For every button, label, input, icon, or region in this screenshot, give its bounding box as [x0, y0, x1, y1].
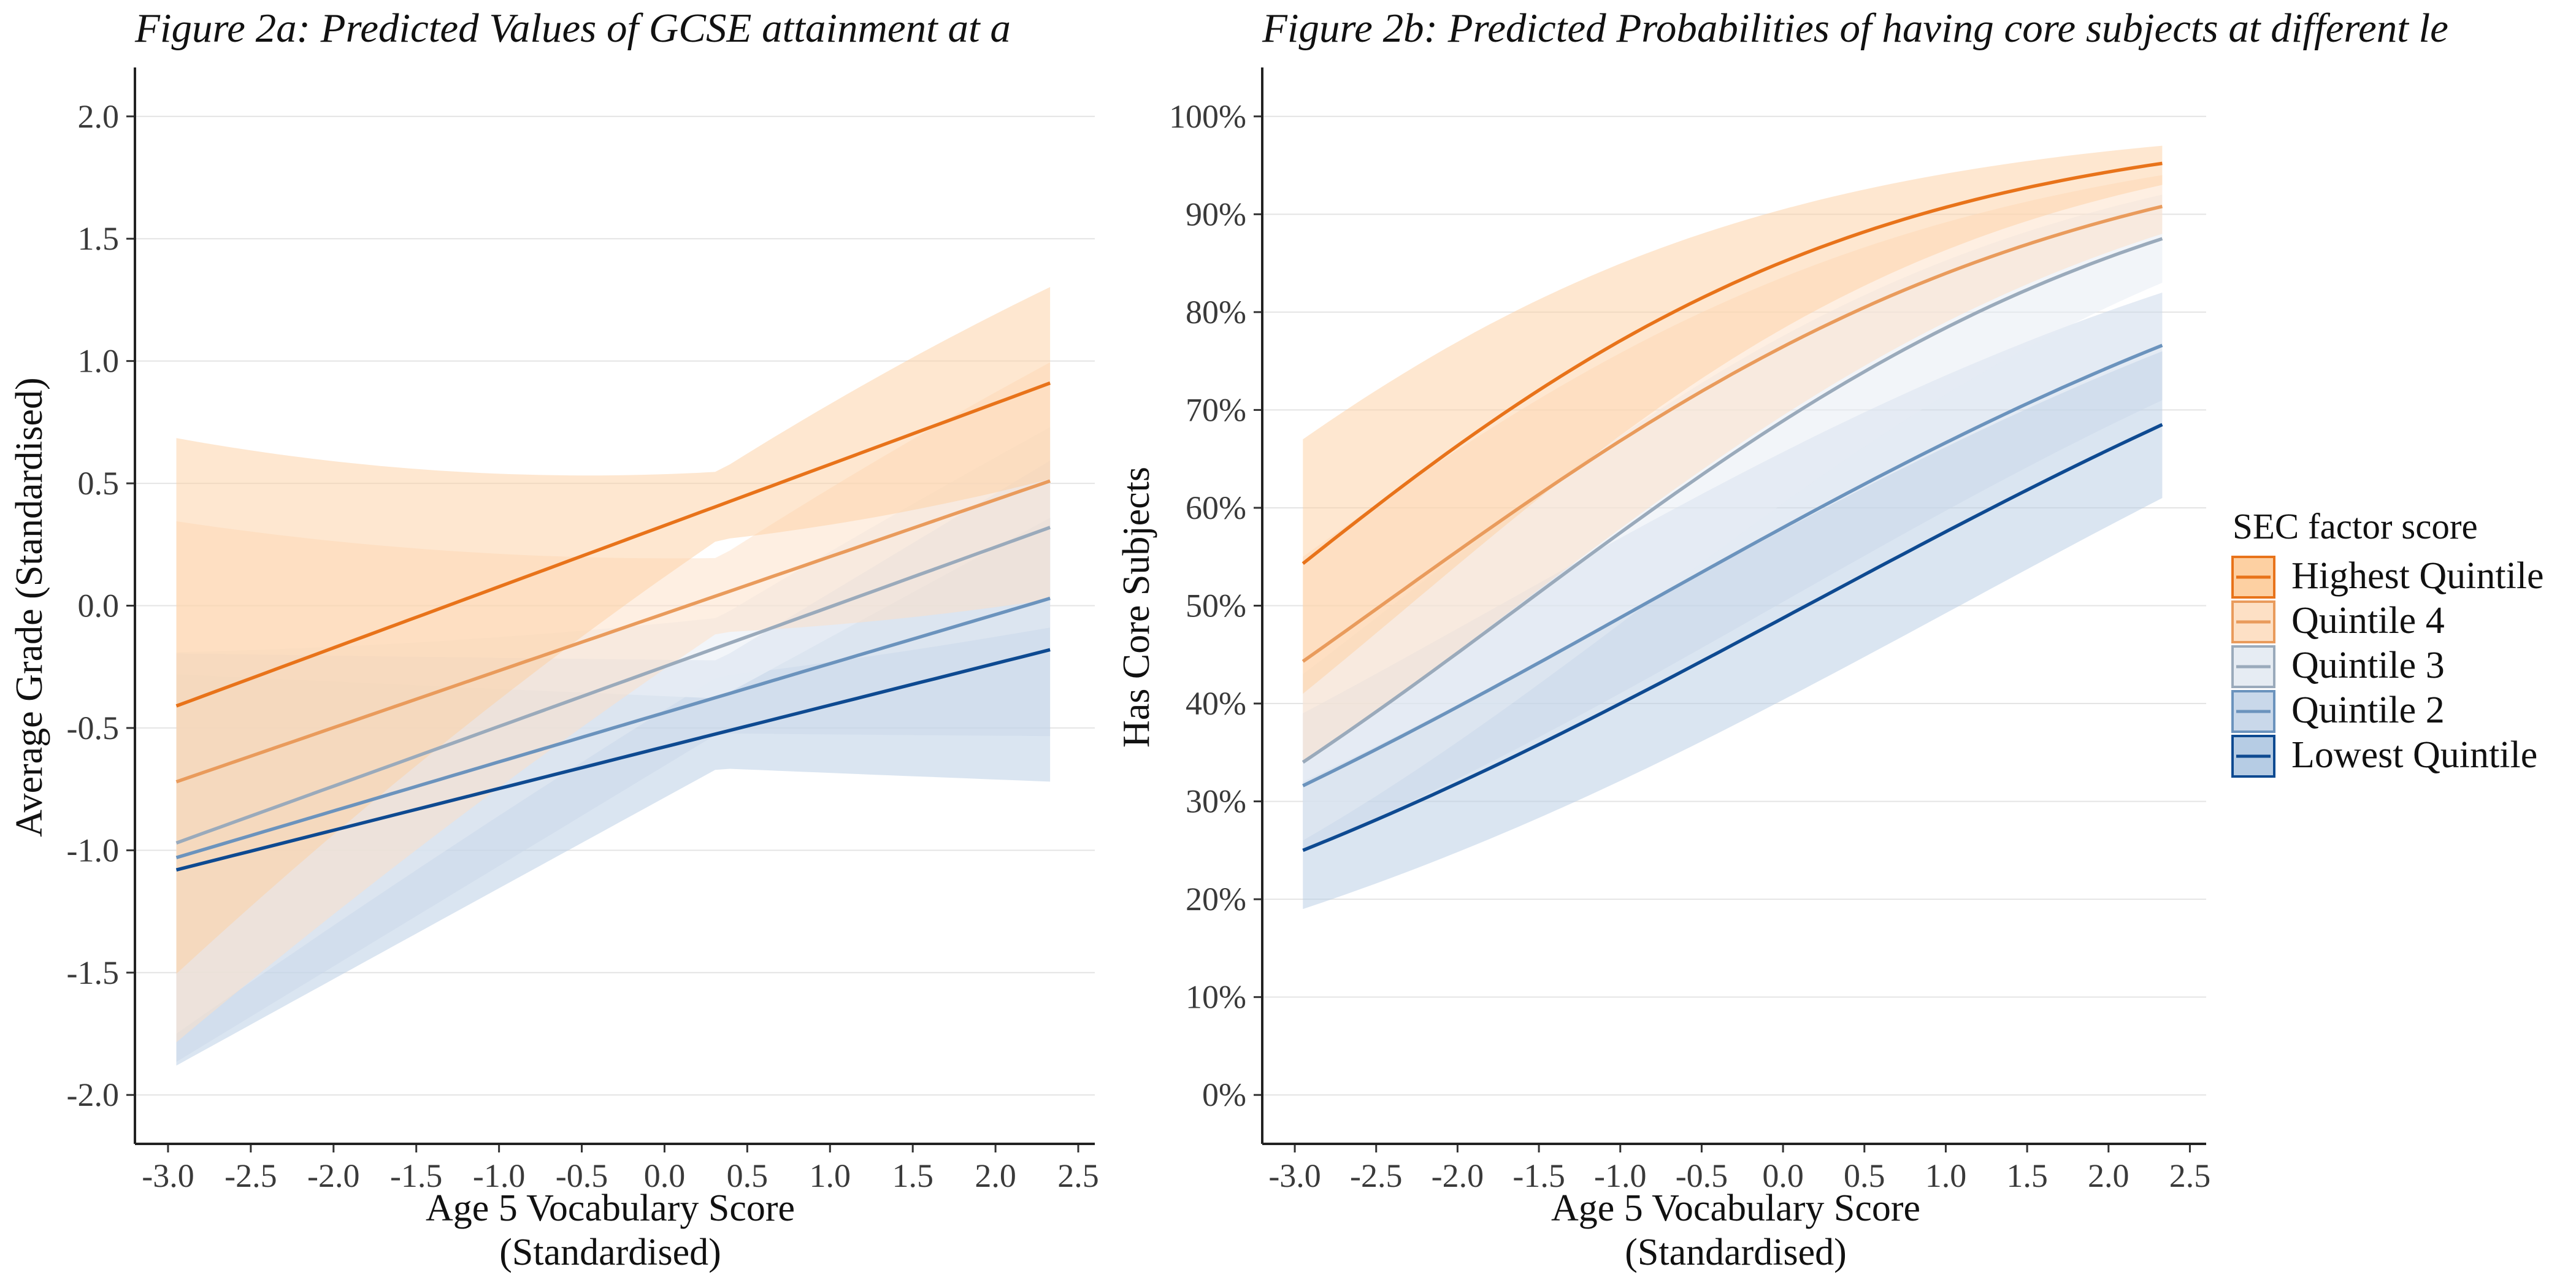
panel-2b-title: Figure 2b: Predicted Probabilities of ha…	[1262, 6, 2448, 51]
panel-2b-y-tick-label: 20%	[1186, 881, 1246, 918]
panel-2b-x-tick-label: 0.0	[1762, 1157, 1804, 1194]
panel-2b-line-highest-quintile	[1301, 161, 2163, 565]
panel-2a-x-tick-label: 2.5	[1057, 1157, 1099, 1194]
panel-2a-y-tick-label: 1.5	[78, 220, 120, 257]
panel-2b-x-ticks: -3.0 -2.5 -2.0 -1.5 -1.0 -0.5 0.0 0.5 1.0 1.5 2.0 2…	[1268, 1157, 2210, 1194]
panel-2a-x-tick-label: 2.0	[975, 1157, 1016, 1194]
panel-2b-x-tick-label: 1.5	[2006, 1157, 2048, 1194]
legend: SEC factor score Highest QuintileQuintil…	[2231, 506, 2544, 778]
panel-2a-y-ticks: -2.0 -1.5 -1.0 -0.5 0.0 0.5 1.0 1.5 2.0	[67, 98, 119, 1113]
panel-2b-y-tick-label: 50%	[1186, 588, 1246, 624]
panel-2a-ci-band-quintile-4	[176, 362, 1051, 1043]
panel-2b-y-tick-label: 90%	[1186, 196, 1246, 232]
panel-2a-line-highest-quintile	[175, 381, 1051, 708]
panel-2a-x-tick-label: -3.0	[142, 1157, 194, 1194]
panel-2a-y-tick-label: -1.5	[67, 954, 119, 991]
panel-2b-y-tick-label: 40%	[1186, 685, 1246, 722]
panel-2a-y-tick-label: -2.0	[67, 1076, 119, 1113]
legend-item-lowest-quintile: Lowest Quintile	[2231, 734, 2537, 778]
legend-title: SEC factor score	[2233, 506, 2478, 546]
panel-2b-lines	[1301, 161, 2163, 852]
panel-2b-y-tick-label: 70%	[1186, 391, 1246, 428]
panel-2a-x-axis-title-line2: (Standardised)	[499, 1232, 721, 1273]
panel-2b-x-tick-label: -0.5	[1676, 1157, 1728, 1194]
legend-label-highest-quintile: Highest Quintile	[2291, 555, 2544, 597]
legend-label-quintile-2: Quintile 2	[2291, 689, 2445, 731]
panel-2b-x-axis-title-line2: (Standardised)	[1625, 1232, 1847, 1273]
panel-2a-y-tick-label: 0.5	[78, 465, 120, 502]
panel-2b-y-tick-label: 0%	[1202, 1076, 1246, 1113]
legend-item-quintile-2: Quintile 2	[2231, 689, 2445, 733]
panel-2b-y-tick-label: 10%	[1186, 979, 1246, 1016]
panel-2a-x-tick-label: 1.0	[810, 1157, 851, 1194]
legend-label-lowest-quintile: Lowest Quintile	[2291, 734, 2537, 776]
legend-label-quintile-4: Quintile 4	[2291, 600, 2445, 642]
panel-2a: Figure 2a: Predicted Values of GCSE atta…	[9, 6, 1099, 1273]
panel-2b-x-axis-title-line1: Age 5 Vocabulary Score	[1551, 1187, 1920, 1229]
panel-2a-x-axis-title-line1: Age 5 Vocabulary Score	[426, 1187, 795, 1229]
panel-2b-x-tick-label: -3.0	[1268, 1157, 1321, 1194]
panel-2b-x-tick-label: 2.5	[2169, 1157, 2211, 1194]
panel-2a-line-quintile-2	[175, 596, 1051, 859]
panel-2b: Figure 2b: Predicted Probabilities of ha…	[1116, 6, 2448, 1273]
panel-2a-x-tick-label: -1.0	[473, 1157, 525, 1194]
panel-2a-y-axis-title: Average Grade (Standardised)	[9, 377, 50, 837]
panel-2a-line-quintile-3	[175, 526, 1051, 845]
panel-2a-line-lowest-quintile	[175, 648, 1051, 872]
panel-2b-ci-band-quintile-3	[1303, 194, 2163, 841]
panel-2b-line-quintile-4	[1301, 204, 2163, 663]
panel-2b-x-tick-label: -2.0	[1432, 1157, 1484, 1194]
panel-2b-line-quintile-3	[1301, 237, 2163, 764]
panel-2a-title: Figure 2a: Predicted Values of GCSE atta…	[134, 6, 1011, 51]
panel-2b-y-tick-label: 60%	[1186, 489, 1246, 526]
panel-2a-line-quintile-4	[175, 479, 1051, 784]
panel-2b-ci-band-quintile-2	[1303, 293, 2163, 851]
panel-2a-x-tick-label: -2.5	[224, 1157, 277, 1194]
panel-2a-axes	[126, 67, 1095, 1152]
legend-item-quintile-3: Quintile 3	[2231, 645, 2445, 688]
panel-2b-line-quintile-2	[1302, 343, 2163, 788]
legend-label-quintile-3: Quintile 3	[2291, 645, 2445, 686]
panel-2a-x-tick-label: 1.5	[892, 1157, 933, 1194]
panel-2b-y-tick-label: 100%	[1169, 98, 1246, 135]
panel-2a-ci-band-highest-quintile	[176, 287, 1051, 974]
panel-2b-ci-band-highest-quintile	[1303, 145, 2163, 694]
panel-2b-y-ticks: 0% 10% 20% 30% 40% 50% 60% 70% 80% 90% 100%	[1169, 98, 1246, 1113]
panel-2b-axes	[1254, 67, 2206, 1152]
panel-2a-x-tick-label: 0.0	[644, 1157, 686, 1194]
panel-2a-x-tick-label: -2.0	[307, 1157, 359, 1194]
panel-2b-y-axis-title: Has Core Subjects	[1116, 467, 1157, 748]
panel-2a-y-tick-label: 1.0	[78, 343, 120, 380]
panel-2b-y-tick-label: 30%	[1186, 783, 1246, 820]
panel-2b-x-tick-label: -1.5	[1512, 1157, 1565, 1194]
panel-2a-y-tick-label: -0.5	[67, 710, 119, 746]
panel-2b-x-tick-label: 1.0	[1925, 1157, 1967, 1194]
panel-2a-x-ticks: -3.0 -2.5 -2.0 -1.5 -1.0 -0.5 0.0 0.5 1.0 1.5 2.0 2…	[142, 1157, 1099, 1194]
panel-2b-y-tick-label: 80%	[1186, 294, 1246, 331]
panel-2a-y-tick-label: -1.0	[67, 832, 119, 868]
panel-2b-line-lowest-quintile	[1302, 423, 2163, 852]
panel-2b-x-tick-label: 0.5	[1844, 1157, 1885, 1194]
panel-2a-y-tick-label: 0.0	[78, 588, 120, 624]
panel-2a-x-tick-label: -1.5	[390, 1157, 442, 1194]
panel-2a-x-tick-label: 0.5	[727, 1157, 769, 1194]
panel-2a-lines	[175, 381, 1051, 872]
panel-2a-x-tick-label: -0.5	[556, 1157, 608, 1194]
panel-2b-x-tick-label: -2.5	[1350, 1157, 1402, 1194]
legend-item-highest-quintile: Highest Quintile	[2231, 555, 2544, 599]
legend-item-quintile-4: Quintile 4	[2231, 600, 2445, 643]
panel-2b-x-tick-label: 2.0	[2088, 1157, 2129, 1194]
panel-2b-x-tick-label: -1.0	[1594, 1157, 1646, 1194]
panel-2a-y-tick-label: 2.0	[78, 98, 120, 135]
panel-2b-bands	[1303, 145, 2163, 910]
